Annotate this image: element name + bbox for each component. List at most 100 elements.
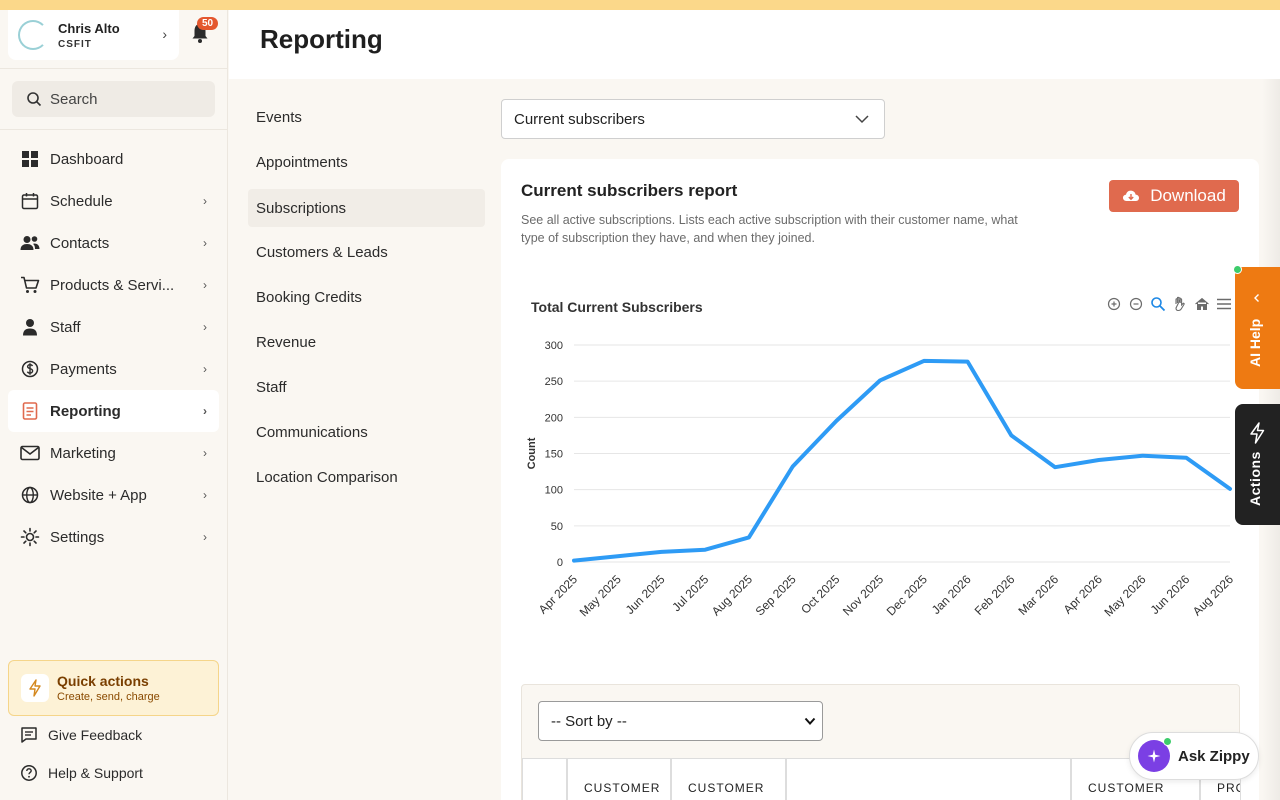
sidebar-item-website-app[interactable]: Website + App › — [8, 474, 219, 516]
calendar-icon — [20, 191, 40, 211]
give-feedback-label: Give Feedback — [48, 727, 143, 743]
y-axis-label: Count — [526, 437, 538, 469]
column-header[interactable]: CUSTOMER — [567, 759, 671, 800]
subnav-item-appointments[interactable]: Appointments — [256, 154, 348, 171]
actions-label: Actions — [1247, 451, 1263, 506]
zoom-in-icon[interactable] — [1106, 296, 1122, 312]
x-tick-label: Dec 2025 — [884, 572, 930, 618]
x-tick-label: Aug 2026 — [1190, 572, 1236, 618]
zoom-out-icon[interactable] — [1128, 296, 1144, 312]
sidebar-item-label: Reporting — [50, 402, 121, 420]
page-header: Reporting — [229, 10, 1280, 79]
quick-actions-button[interactable]: Quick actions Create, send, charge — [8, 660, 219, 716]
cart-icon — [20, 275, 40, 295]
online-status-dot — [1233, 265, 1242, 274]
x-tick-label: Jun 2026 — [1148, 572, 1193, 617]
menu-hamburger-icon[interactable] — [1216, 296, 1232, 312]
help-support-link[interactable]: Help & Support — [20, 764, 143, 782]
subnav-item-subscriptions[interactable]: Subscriptions — [248, 189, 485, 227]
chevron-down-icon — [804, 717, 816, 725]
report-type-select[interactable]: Current subscribers — [501, 99, 885, 139]
y-tick-label: 300 — [545, 340, 563, 352]
sparkle-icon — [1138, 737, 1172, 772]
reset-home-icon[interactable] — [1194, 296, 1210, 312]
subnav-item-staff[interactable]: Staff — [256, 379, 287, 396]
chevron-right-icon: › — [203, 488, 207, 502]
subnav-item-customers-leads[interactable]: Customers & Leads — [256, 244, 388, 261]
download-button[interactable]: Download — [1109, 180, 1239, 212]
lightning-icon — [21, 674, 49, 702]
sidebar-item-marketing[interactable]: Marketing › — [8, 432, 219, 474]
sidebar-item-settings[interactable]: Settings › — [8, 516, 219, 558]
sidebar-item-label: Staff — [50, 318, 81, 336]
subnav-item-communications[interactable]: Communications — [256, 424, 368, 441]
column-header[interactable]: CUSTOMER — [671, 759, 786, 800]
y-tick-label: 0 — [557, 557, 563, 569]
chevron-right-icon: › — [203, 194, 207, 208]
subnav-item-revenue[interactable]: Revenue — [256, 334, 317, 351]
ai-help-tab[interactable]: AI Help — [1235, 267, 1280, 389]
ask-zippy-button[interactable]: Ask Zippy — [1129, 732, 1259, 780]
sidebar: Chris Alto CSFIT › 50 Search Dashboard Sc… — [0, 10, 228, 800]
dollar-icon — [20, 359, 40, 379]
divider — [0, 129, 228, 130]
sidebar-item-products-servi[interactable]: Products & Servi... › — [8, 264, 219, 306]
mail-icon — [20, 443, 40, 463]
y-tick-label: 50 — [551, 521, 563, 533]
sort-by-select[interactable]: -- Sort by -- — [538, 701, 823, 741]
chart-title: Total Current Subscribers — [531, 299, 703, 315]
sidebar-item-staff[interactable]: Staff › — [8, 306, 219, 348]
user-name: Chris Alto — [58, 20, 120, 36]
actions-tab[interactable]: Actions — [1235, 404, 1280, 525]
x-tick-label: Feb 2026 — [972, 572, 1018, 618]
subnav-item-location-comparison[interactable]: Location Comparison — [256, 469, 398, 486]
page-title: Reporting — [260, 24, 383, 54]
ask-zippy-label: Ask Zippy — [1178, 747, 1250, 765]
cloud-download-icon — [1123, 190, 1140, 201]
gear-icon — [20, 527, 40, 547]
sidebar-item-payments[interactable]: Payments › — [8, 348, 219, 390]
give-feedback-link[interactable]: Give Feedback — [20, 726, 142, 744]
column-header[interactable] — [786, 759, 1071, 800]
dashboard-icon — [20, 149, 40, 169]
quick-actions-title: Quick actions — [57, 673, 149, 689]
account-switcher[interactable]: Chris Alto CSFIT › — [8, 10, 179, 60]
chart-toolbar — [1106, 296, 1232, 312]
x-tick-label: Jul 2025 — [669, 572, 711, 614]
x-tick-label: Aug 2025 — [709, 572, 755, 618]
main-nav: Dashboard Schedule › Contacts › Products & Se… — [8, 138, 219, 558]
x-tick-label: Jun 2025 — [623, 572, 668, 617]
search-icon — [27, 92, 42, 107]
x-tick-label: Oct 2025 — [798, 572, 843, 617]
chevron-right-icon: › — [203, 362, 207, 376]
divider — [0, 68, 228, 69]
chevron-right-icon: › — [203, 278, 207, 292]
chevron-right-icon: › — [203, 446, 207, 460]
sidebar-item-reporting[interactable]: Reporting › — [8, 390, 219, 432]
search-input[interactable]: Search — [12, 81, 215, 117]
online-status-dot — [1163, 737, 1172, 746]
help-support-label: Help & Support — [48, 765, 143, 781]
subnav-item-events[interactable]: Events — [256, 109, 302, 126]
x-tick-label: May 2025 — [577, 572, 624, 619]
notification-badge: 50 — [197, 17, 219, 30]
x-tick-label: May 2026 — [1101, 572, 1148, 619]
column-header[interactable] — [522, 759, 567, 800]
pan-hand-icon[interactable] — [1172, 296, 1188, 312]
sidebar-item-schedule[interactable]: Schedule › — [8, 180, 219, 222]
subnav-item-booking-credits[interactable]: Booking Credits — [256, 289, 362, 306]
chevron-left-icon — [1254, 294, 1259, 302]
x-tick-label: Jan 2026 — [929, 572, 974, 617]
help-icon — [21, 765, 37, 781]
sidebar-item-contacts[interactable]: Contacts › — [8, 222, 219, 264]
y-tick-label: 200 — [545, 412, 563, 424]
sidebar-item-dashboard[interactable]: Dashboard — [8, 138, 219, 180]
report-title: Current subscribers report — [521, 181, 738, 200]
chevron-right-icon: › — [203, 236, 207, 250]
download-label: Download — [1150, 186, 1226, 205]
quick-actions-subtitle: Create, send, charge — [57, 691, 160, 703]
user-org: CSFIT — [58, 38, 92, 50]
chevron-right-icon: › — [203, 320, 207, 334]
people-icon — [20, 233, 40, 253]
selection-zoom-icon[interactable] — [1150, 296, 1166, 312]
